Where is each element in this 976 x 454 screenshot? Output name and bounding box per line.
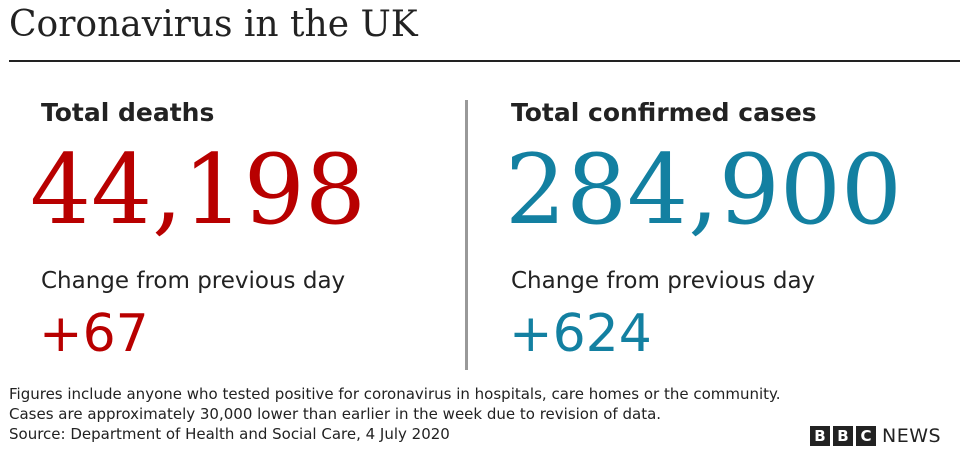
footnote-source: Source: Department of Health and Social … xyxy=(9,425,450,443)
footnote-revision: Cases are approximately 30,000 lower tha… xyxy=(9,405,662,423)
cases-change-value: +624 xyxy=(509,304,652,364)
title-rule xyxy=(9,60,960,62)
deaths-label: Total deaths xyxy=(41,98,215,127)
cases-value: 284,900 xyxy=(505,134,902,246)
logo-letter-b2: B xyxy=(833,426,853,446)
page-title: Coronavirus in the UK xyxy=(9,4,418,45)
cases-change-label: Change from previous day xyxy=(511,268,816,294)
cases-label: Total confirmed cases xyxy=(511,98,817,127)
deaths-change-value: +67 xyxy=(39,304,149,364)
column-divider xyxy=(465,100,468,370)
logo-word: NEWS xyxy=(882,425,942,447)
bbc-news-logo: B B C NEWS xyxy=(810,425,941,447)
deaths-value: 44,198 xyxy=(30,134,366,246)
footnote-inclusion: Figures include anyone who tested positi… xyxy=(9,385,781,403)
logo-letter-b1: B xyxy=(810,426,830,446)
deaths-change-label: Change from previous day xyxy=(41,268,346,294)
footer-notes: Figures include anyone who tested positi… xyxy=(9,384,781,444)
logo-letter-c: C xyxy=(856,426,876,446)
